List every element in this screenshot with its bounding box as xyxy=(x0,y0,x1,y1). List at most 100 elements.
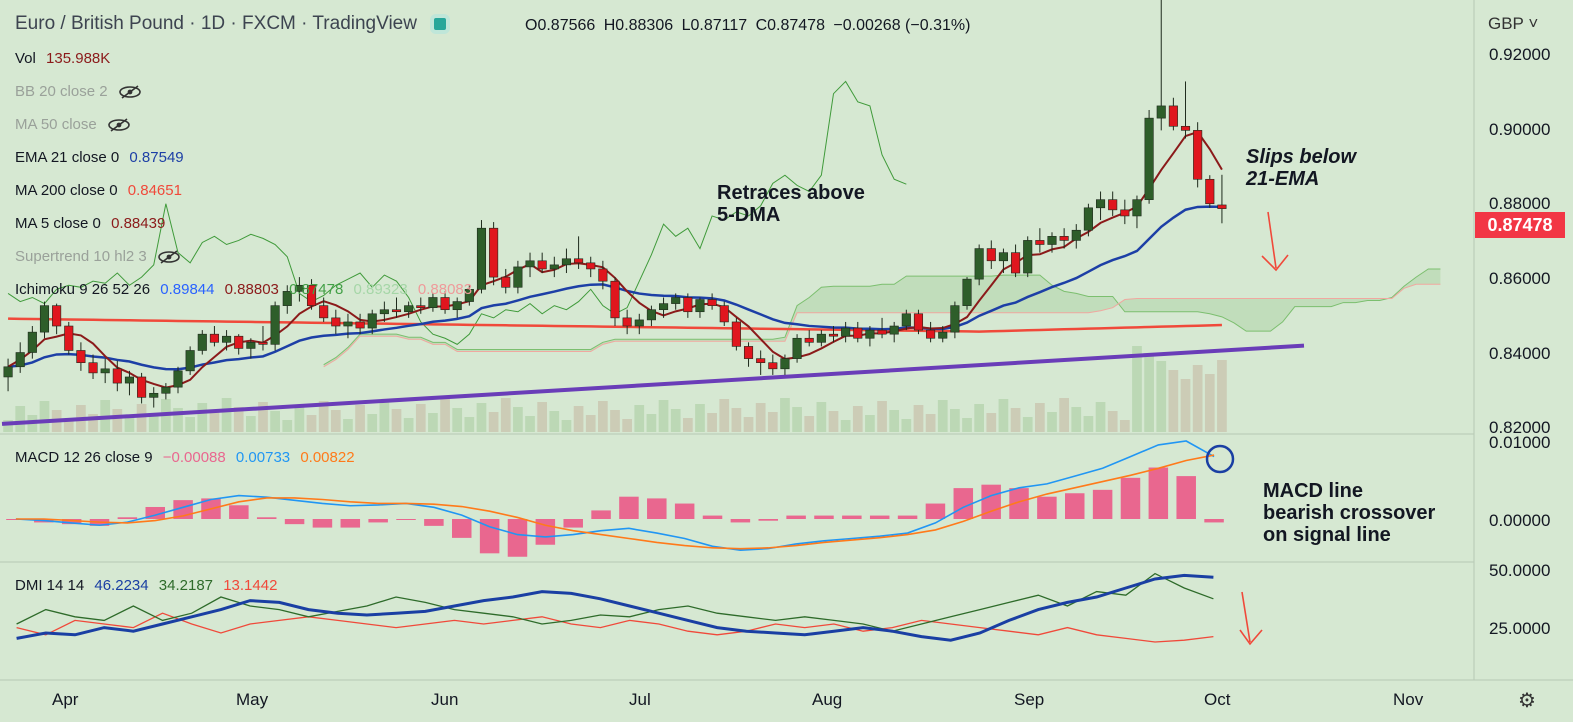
candle-body xyxy=(816,333,826,343)
volume-bar xyxy=(1217,360,1227,432)
time-label: Nov xyxy=(1393,690,1424,709)
candle-body xyxy=(1180,125,1191,131)
macd-histogram-bar xyxy=(563,519,583,528)
annotation-macd-line3: on signal line xyxy=(1263,524,1391,546)
dmi-plus-line xyxy=(16,572,1214,632)
ichimoku-cloud xyxy=(323,268,1441,367)
current-price-tag: 0.87478 xyxy=(1475,212,1565,238)
legend-dmi-label: DMI 14 14 xyxy=(15,577,85,594)
legend-dmi-minus: 13.1442 xyxy=(223,577,278,594)
candle-body xyxy=(1023,240,1033,274)
macd-histogram-bar xyxy=(953,488,974,519)
currency-selector[interactable]: GBP ˅ xyxy=(1488,14,1539,33)
candle-body xyxy=(185,350,195,372)
macd-histogram-bar xyxy=(842,515,862,519)
volume-bar xyxy=(88,414,98,432)
macd-histogram-bar xyxy=(786,515,806,519)
legend-ichimoku[interactable]: Ichimoku 9 26 52 26 0.89844 0.88803 0.87… xyxy=(15,281,478,298)
legend-macd[interactable]: MACD 12 26 close 9 −0.00088 0.00733 0.00… xyxy=(15,449,361,466)
volume-bar xyxy=(537,402,548,432)
volume-bar xyxy=(282,420,293,432)
legend-ma5[interactable]: MA 5 close 0 0.88439 xyxy=(15,215,171,232)
volume-bar xyxy=(112,409,123,432)
volume-bar xyxy=(682,418,693,432)
candle-body xyxy=(1059,236,1069,241)
legend-ma50[interactable]: MA 50 close xyxy=(15,116,131,133)
legend-vol[interactable]: Vol 135.988K xyxy=(15,50,116,67)
volume-bar xyxy=(1095,402,1106,432)
volume-bar xyxy=(743,417,754,432)
candle-body xyxy=(634,319,644,327)
eye-hidden-icon[interactable] xyxy=(118,85,142,99)
macd-histogram-bar xyxy=(284,519,305,525)
volume-bar xyxy=(367,414,378,432)
legend-ma200[interactable]: MA 200 close 0 0.84651 xyxy=(15,182,188,199)
candle-body xyxy=(756,358,766,364)
annotation-slips-line1: Slips below xyxy=(1246,146,1357,168)
crossover-circle xyxy=(1205,444,1235,474)
volume-bar xyxy=(610,410,620,432)
time-label: Sep xyxy=(1014,690,1045,709)
macd-histogram-bar xyxy=(925,503,946,519)
volume-bar xyxy=(913,405,924,432)
candle-body xyxy=(64,325,74,351)
macd-tick: 0.00000 xyxy=(1489,511,1551,530)
candle-body xyxy=(1168,105,1178,127)
macd-signal-line xyxy=(15,454,1215,550)
candle-body xyxy=(598,268,608,282)
volume-bar xyxy=(500,398,511,432)
candle-body xyxy=(1205,178,1215,205)
legend-dmi[interactable]: DMI 14 14 46.2234 34.2187 13.1442 xyxy=(15,577,283,594)
legend-bb[interactable]: BB 20 close 2 xyxy=(15,83,142,100)
volume-bar xyxy=(598,401,608,432)
annotation-macd-line1: MACD line xyxy=(1263,480,1363,502)
ichimoku-lagging-span xyxy=(7,80,907,345)
volume-bar xyxy=(695,404,705,432)
candle-body xyxy=(549,264,559,270)
candle-body xyxy=(586,262,596,270)
candle-body xyxy=(355,321,365,329)
legend-supertrend[interactable]: Supertrend 10 hl2 3 xyxy=(15,248,181,265)
volume-bar xyxy=(391,409,402,432)
legend-ichimoku-lagging: 0.87478 xyxy=(289,281,344,298)
candle-body xyxy=(319,305,329,319)
candle-body xyxy=(865,329,875,339)
volume-bar xyxy=(318,401,329,432)
legend-macd-line: 0.00733 xyxy=(235,449,291,466)
gear-icon[interactable]: ⚙ xyxy=(1518,690,1536,712)
eye-hidden-icon[interactable] xyxy=(107,118,131,132)
candle-body xyxy=(1071,229,1081,241)
ohlc-high: H0.88306 xyxy=(603,17,674,34)
candle-body xyxy=(149,392,159,398)
candle-body xyxy=(270,305,280,345)
candle-body xyxy=(889,325,899,335)
volume-bar xyxy=(1119,420,1130,432)
volume-bar xyxy=(622,419,632,432)
ohlc-close: C0.87478 xyxy=(755,17,825,34)
volume-bar xyxy=(403,418,414,432)
legend-ema21[interactable]: EMA 21 close 0 0.87549 xyxy=(15,149,190,166)
macd-tick: 0.01000 xyxy=(1489,433,1551,452)
candle-body xyxy=(428,297,438,308)
symbol-title[interactable]: Euro / British Pound · 1D · FXCM · Tradi… xyxy=(15,13,417,34)
volume-bar xyxy=(877,401,887,432)
macd-histogram-bar xyxy=(591,510,611,519)
volume-bar xyxy=(185,417,196,432)
candle-body xyxy=(88,362,98,374)
volume-bar xyxy=(39,401,50,432)
volume-bar xyxy=(816,402,827,432)
macd-histogram-bar xyxy=(340,519,361,528)
candle-body xyxy=(124,376,135,384)
candle-body xyxy=(367,313,377,329)
macd-histogram-bar xyxy=(619,496,639,519)
volume-bar xyxy=(258,402,268,432)
volume-bar xyxy=(549,411,560,432)
candle-body xyxy=(1083,207,1093,231)
eye-hidden-icon[interactable] xyxy=(157,250,181,264)
candle-body xyxy=(853,327,863,339)
macd-histogram-bar xyxy=(424,519,444,526)
time-label: May xyxy=(236,690,269,709)
legend-macd-label: MACD 12 26 close 9 xyxy=(15,449,153,466)
candle-body xyxy=(501,276,511,288)
